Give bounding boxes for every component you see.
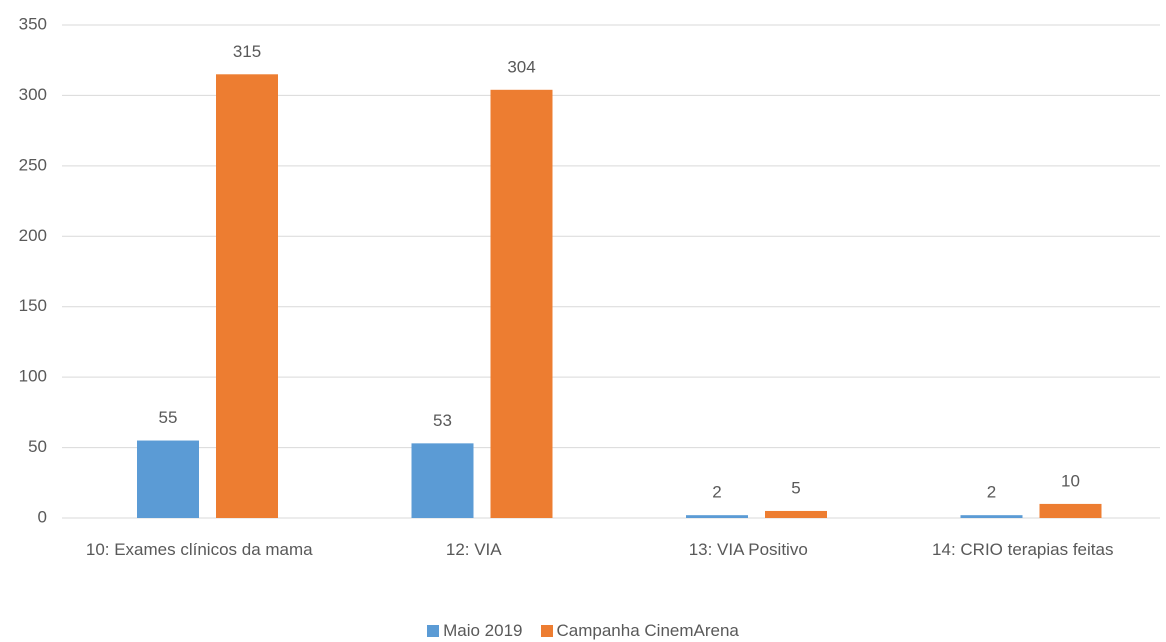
legend-swatch <box>540 625 553 637</box>
data-label: 2 <box>987 483 996 502</box>
bar <box>490 89 553 519</box>
y-tick-label: 250 <box>19 155 47 174</box>
bar <box>765 510 827 518</box>
data-label: 315 <box>233 42 261 61</box>
data-label: 304 <box>507 57 535 76</box>
y-tick-label: 0 <box>38 507 47 526</box>
x-tick-label: 10: Exames clínicos da mama <box>85 540 313 559</box>
bar <box>411 443 474 518</box>
data-label: 2 <box>712 483 721 502</box>
bar <box>960 515 1023 518</box>
legend-label: Maio 2019 <box>443 621 523 640</box>
x-tick-label: 13: VIA Positivo <box>688 540 808 559</box>
data-label: 10 <box>1061 471 1080 490</box>
y-tick-label: 350 <box>19 14 47 33</box>
data-label: 55 <box>159 408 178 427</box>
data-label: 53 <box>433 411 452 430</box>
bar <box>137 440 199 518</box>
y-tick-label: 150 <box>19 296 47 315</box>
y-tick-label: 300 <box>19 85 47 104</box>
x-tick-label: 12: VIA <box>445 540 502 559</box>
legend: Maio 2019 Campanha CinemArena <box>0 621 1166 641</box>
bar <box>1039 503 1102 518</box>
x-tick-label: 14: CRIO terapias feitas <box>932 540 1114 559</box>
legend-item: Maio 2019 <box>427 621 523 641</box>
legend-item: Campanha CinemArena <box>540 621 739 641</box>
data-label: 5 <box>791 478 800 497</box>
legend-swatch <box>427 625 440 637</box>
y-tick-label: 100 <box>19 367 47 386</box>
bar <box>686 515 748 518</box>
bar <box>216 74 278 519</box>
y-tick-label: 50 <box>28 437 47 456</box>
y-tick-label: 200 <box>19 226 47 245</box>
legend-label: Campanha CinemArena <box>556 621 739 640</box>
